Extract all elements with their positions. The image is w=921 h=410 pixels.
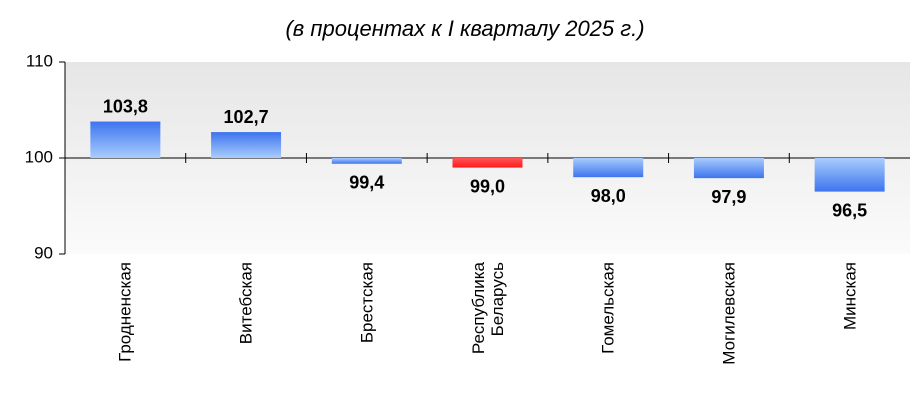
value-label: 99,0 [470, 176, 505, 196]
bar [90, 121, 161, 158]
bar [693, 158, 764, 179]
x-tick-label: Брестская [357, 262, 377, 344]
x-tick-label: Витебская [236, 262, 256, 345]
x-tick-label: Гомельская [598, 262, 618, 354]
bar [211, 132, 282, 158]
y-tick-label: 100 [25, 147, 53, 166]
bar [573, 158, 644, 178]
x-tick-label: Могилевская [719, 262, 739, 365]
y-tick-label: 90 [34, 243, 53, 262]
value-label: 103,8 [103, 96, 148, 116]
value-label: 98,0 [591, 186, 626, 206]
bar [814, 158, 885, 192]
x-tick-label: Республика Беларусь [468, 262, 507, 355]
value-label: 97,9 [711, 187, 746, 207]
chart-title: (в процентах к I кварталу 2025 г.) [285, 16, 644, 41]
y-tick-label: 110 [26, 51, 53, 70]
bar [331, 158, 402, 164]
x-tick-label: Минская [840, 262, 860, 331]
x-tick-label: Гродненская [115, 262, 135, 362]
value-label: 99,4 [349, 173, 384, 193]
value-label: 102,7 [224, 107, 269, 127]
value-label: 96,5 [832, 200, 867, 220]
bar [452, 158, 523, 168]
